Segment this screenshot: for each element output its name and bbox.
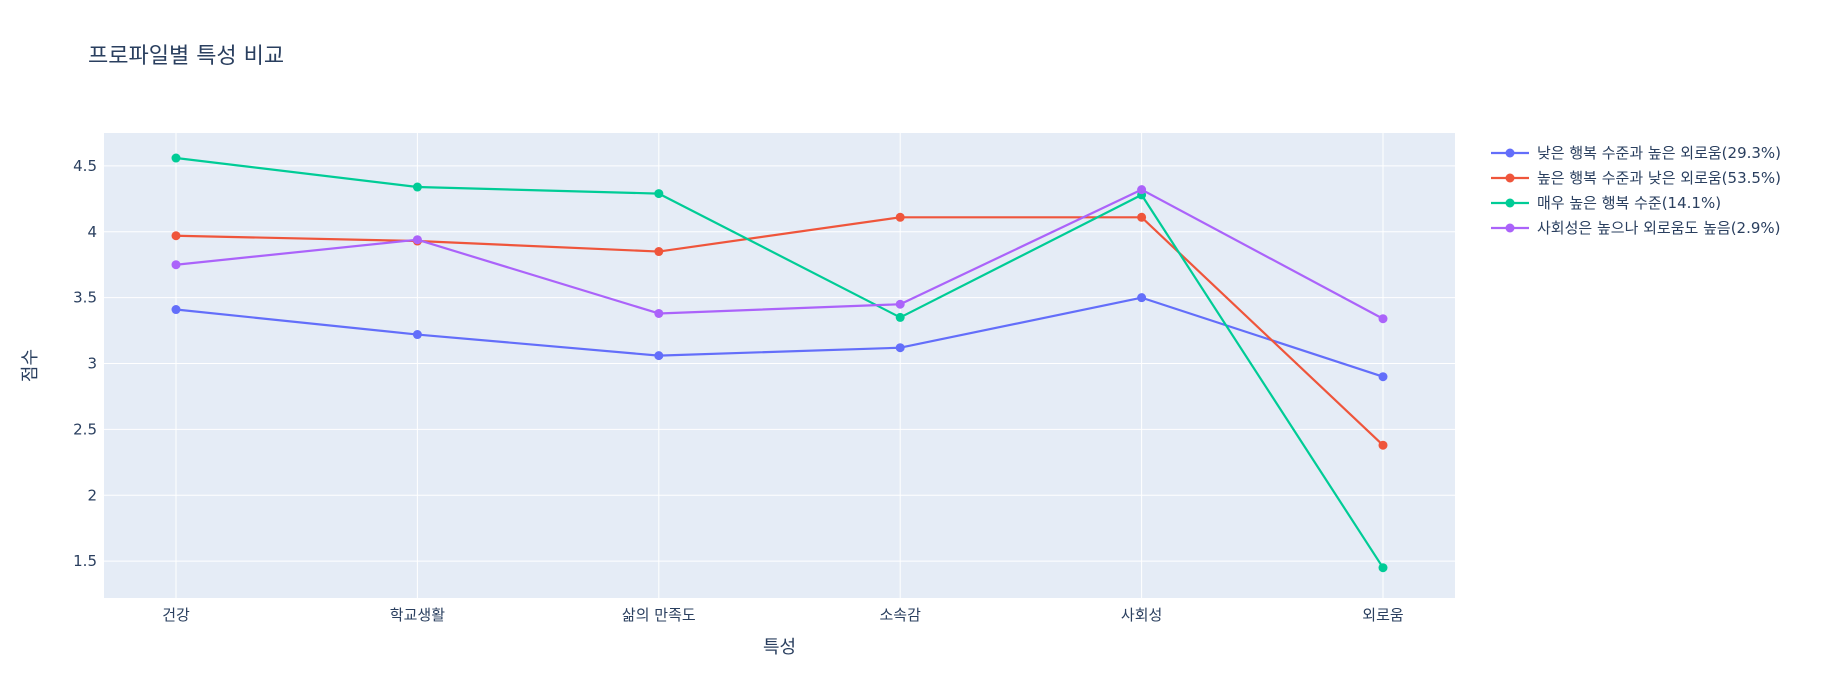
series-line — [175, 188, 1384, 320]
data-point — [171, 305, 181, 315]
data-point — [412, 182, 422, 192]
plot-area — [104, 133, 1455, 598]
data-point — [1137, 212, 1147, 222]
data-point — [895, 212, 905, 222]
y-axis-title: 점수 — [20, 349, 41, 382]
legend-marker — [1505, 223, 1515, 233]
series-line — [175, 156, 1384, 569]
y-tick-label: 1.5 — [73, 552, 97, 570]
legend[interactable]: 낮은 행복 수준과 높은 외로움(29.3%) 높은 행복 수준과 낮은 외로움(… — [1491, 144, 1781, 237]
legend-label: 매우 높은 행복 수준(14.1%) — [1537, 194, 1721, 212]
legend-item[interactable]: 사회성은 높으나 외로움도 높음(2.9%) — [1491, 219, 1781, 237]
series — [171, 293, 1388, 382]
data-point — [1378, 372, 1388, 382]
x-tick-label: 사회성 — [1121, 606, 1162, 624]
y-tick-label: 2 — [87, 486, 97, 504]
data-point — [171, 260, 181, 270]
x-tick-label: 삶의 만족도 — [622, 606, 696, 624]
data-point — [1378, 440, 1388, 450]
data-point — [654, 351, 664, 361]
data-point — [654, 247, 664, 257]
x-tick-label: 외로움 — [1362, 606, 1403, 624]
data-point — [895, 299, 905, 309]
data-point — [654, 308, 664, 318]
y-tick-label: 3 — [87, 355, 97, 373]
data-point — [654, 189, 664, 199]
x-axis-ticks: 건강 학교생활 삶의 만족도 소속감 사회성 외로움 — [162, 606, 1404, 624]
data-point — [1378, 314, 1388, 324]
series-line — [175, 296, 1384, 378]
legend-label: 낮은 행복 수준과 높은 외로움(29.3%) — [1537, 144, 1781, 162]
y-tick-label: 2.5 — [73, 420, 97, 438]
data-point — [1137, 293, 1147, 303]
y-tick-label: 4 — [87, 223, 97, 241]
series-group — [171, 153, 1388, 573]
y-axis-ticks: 1.5 2 2.5 3 3.5 4 4.5 — [73, 157, 97, 570]
legend-item[interactable]: 매우 높은 행복 수준(14.1%) — [1491, 194, 1721, 212]
series — [171, 185, 1388, 324]
x-tick-label: 건강 — [162, 606, 190, 624]
legend-item[interactable]: 높은 행복 수준과 낮은 외로움(53.5%) — [1491, 169, 1781, 187]
x-tick-label: 소속감 — [879, 606, 921, 624]
data-point — [895, 343, 905, 353]
legend-item[interactable]: 낮은 행복 수준과 높은 외로움(29.3%) — [1491, 144, 1781, 162]
data-point — [412, 330, 422, 340]
y-tick-label: 4.5 — [73, 157, 97, 175]
data-point — [895, 312, 905, 322]
chart-title: 프로파일별 특성 비교 — [88, 44, 285, 69]
data-point — [412, 235, 422, 245]
grid-lines — [104, 133, 1455, 598]
legend-marker — [1505, 148, 1515, 158]
x-tick-label: 학교생활 — [390, 606, 445, 624]
legend-marker — [1505, 198, 1515, 208]
data-point — [171, 153, 181, 163]
legend-label: 높은 행복 수준과 낮은 외로움(53.5%) — [1537, 169, 1781, 187]
data-point — [171, 231, 181, 241]
data-point — [1378, 563, 1388, 573]
legend-label: 사회성은 높으나 외로움도 높음(2.9%) — [1537, 219, 1781, 237]
legend-marker — [1505, 173, 1515, 183]
data-point — [1137, 185, 1147, 195]
x-axis-title: 특성 — [763, 637, 796, 658]
y-tick-label: 3.5 — [73, 289, 97, 307]
